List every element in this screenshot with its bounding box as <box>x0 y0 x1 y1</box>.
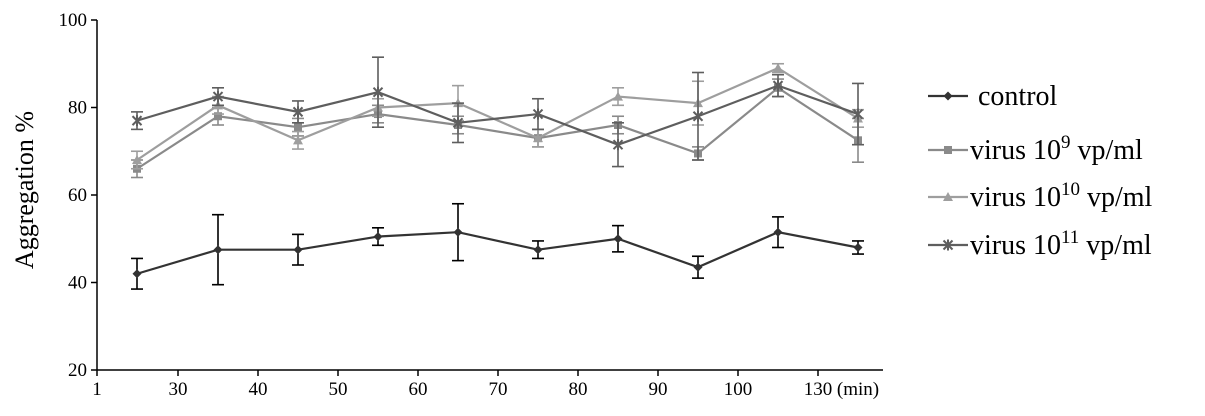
y-tick-label: 40 <box>68 273 87 294</box>
legend-entry-1: control <box>928 81 1058 112</box>
x-tick-label: 100 <box>724 379 753 400</box>
data-point <box>373 232 383 242</box>
legend-label: virus 1011 vp/ml <box>970 227 1152 261</box>
data-point <box>692 110 704 122</box>
x-tick-label: 130 <box>804 379 833 400</box>
legend: control virus 109 vp/ml virus 1010 vp/ml vi… <box>928 81 1153 261</box>
data-point <box>213 245 223 255</box>
x-tick-label: 30 <box>169 379 188 400</box>
data-point <box>533 245 543 255</box>
data-point <box>132 269 142 279</box>
data-point <box>131 115 143 127</box>
series-1 <box>131 202 864 290</box>
data-point <box>212 91 224 103</box>
data-point <box>452 117 464 129</box>
data-point <box>613 234 623 244</box>
x-axis-unit-label: (min) <box>837 379 879 400</box>
data-point <box>533 133 543 143</box>
data-point <box>453 227 463 237</box>
data-point <box>773 63 783 73</box>
x-tick-label: 70 <box>489 379 508 400</box>
data-point <box>853 243 863 252</box>
y-tick-label: 100 <box>59 10 88 31</box>
legend-marker <box>943 192 953 201</box>
series-line <box>136 231 859 275</box>
data-point <box>613 91 623 101</box>
legend-entry-4: virus 1011 vp/ml <box>928 227 1152 261</box>
legend-entry-2: virus 109 vp/ml <box>928 132 1143 166</box>
data-point <box>612 139 624 151</box>
x-tick-label: 60 <box>409 379 428 400</box>
series-3 <box>131 62 864 170</box>
legend-label: virus 109 vp/ml <box>970 132 1143 166</box>
series-layer <box>131 56 864 290</box>
x-tick-label: 80 <box>569 379 588 400</box>
x-tick-label: 90 <box>649 379 668 400</box>
x-tick-label: 50 <box>329 379 348 400</box>
x-tick-label: 40 <box>249 379 268 400</box>
data-point <box>372 86 384 98</box>
data-point <box>772 80 784 92</box>
y-tick-label: 60 <box>68 185 87 206</box>
series-line <box>136 84 859 146</box>
series-line <box>136 66 859 161</box>
data-point <box>773 227 783 237</box>
data-point <box>132 155 142 164</box>
data-point <box>292 106 304 118</box>
series-line <box>136 86 859 170</box>
data-point <box>693 262 703 272</box>
legend-marker <box>943 91 953 101</box>
x-tick-label: 1 <box>92 379 102 400</box>
data-point <box>293 245 303 255</box>
data-point <box>294 123 302 132</box>
legend-label: control <box>978 81 1058 112</box>
legend-label: virus 1010 vp/ml <box>970 179 1153 213</box>
data-point <box>214 112 222 121</box>
legend-marker <box>942 239 954 251</box>
y-axis-title: Aggregation % <box>10 111 39 269</box>
legend-marker <box>944 146 952 154</box>
data-point <box>852 108 864 120</box>
data-point <box>532 108 544 120</box>
y-tick-label: 80 <box>68 98 87 119</box>
y-tick-label: 20 <box>68 360 87 381</box>
data-point <box>293 135 303 145</box>
series-4 <box>131 56 864 168</box>
legend-entry-3: virus 1010 vp/ml <box>928 179 1153 213</box>
